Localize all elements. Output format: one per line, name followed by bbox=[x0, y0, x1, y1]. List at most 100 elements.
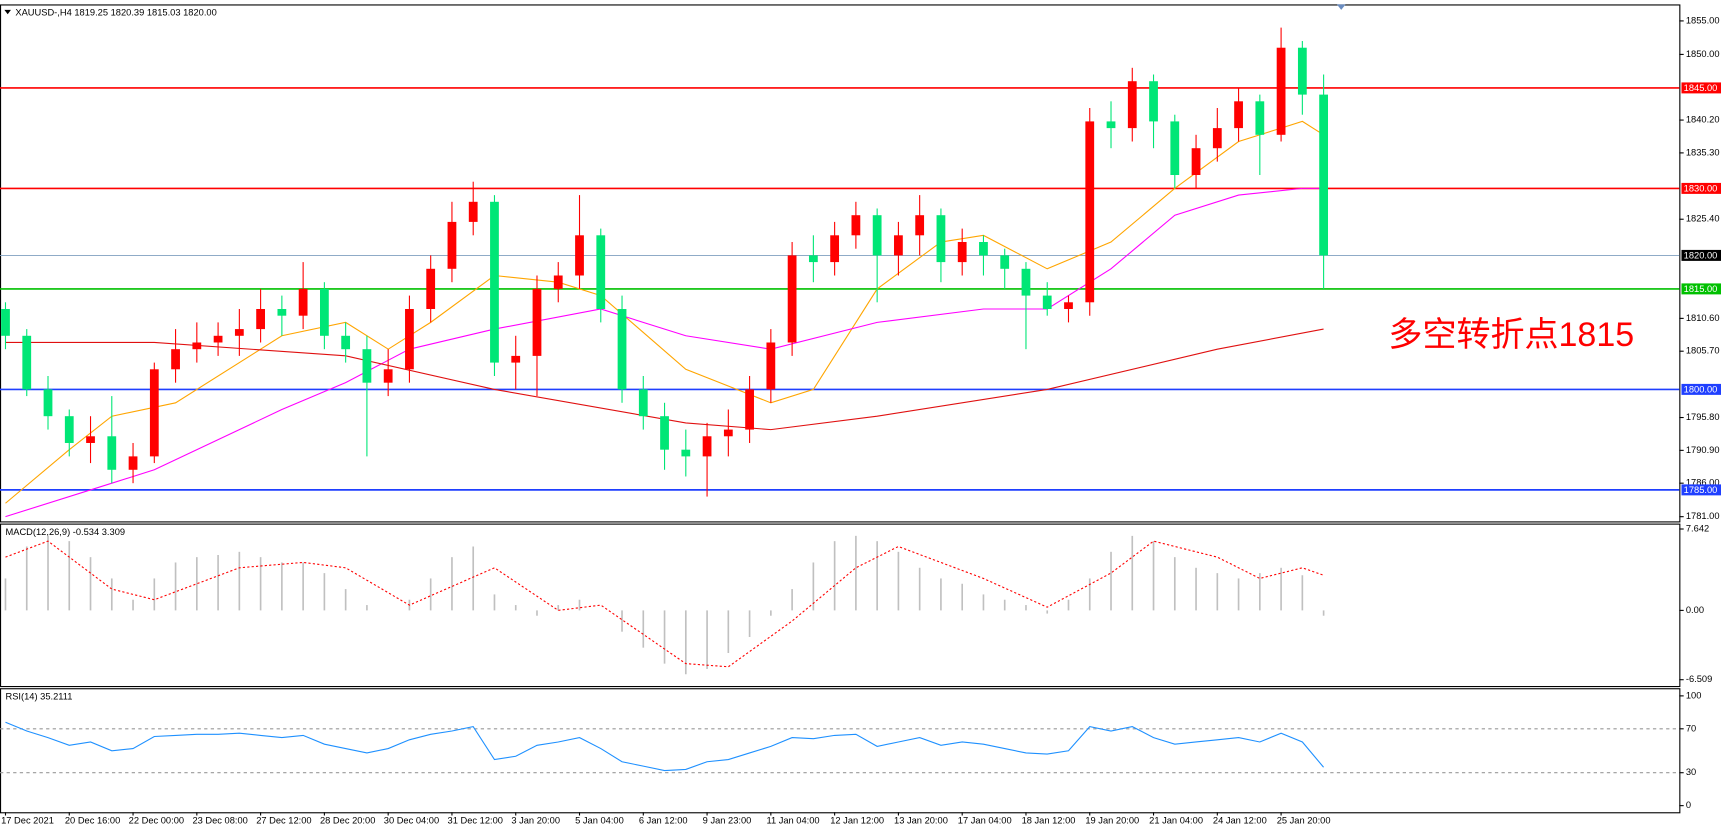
y-tick-label: 7.642 bbox=[1686, 523, 1709, 533]
candle-body bbox=[787, 255, 797, 343]
candle-body bbox=[851, 215, 861, 236]
macd-title: MACD(12,26,9) -0.534 3.309 bbox=[5, 527, 125, 537]
candle-body bbox=[43, 389, 53, 417]
x-tick-label: 5 Jan 04:00 bbox=[575, 815, 624, 825]
x-tick-label: 21 Jan 04:00 bbox=[1149, 815, 1203, 825]
x-tick-label: 30 Dec 04:00 bbox=[384, 815, 439, 825]
candle-body bbox=[234, 329, 244, 336]
x-tick-label: 17 Dec 2021 bbox=[1, 815, 54, 825]
level-label: 1845.00 bbox=[1684, 83, 1718, 93]
rsi-title: RSI(14) 35.2111 bbox=[5, 691, 72, 701]
candle-body bbox=[1297, 47, 1307, 95]
candle-body bbox=[660, 416, 669, 450]
candle-body bbox=[277, 308, 287, 316]
y-tick-label: 1790.90 bbox=[1686, 445, 1720, 455]
candle-body bbox=[553, 275, 563, 289]
candle-body bbox=[319, 288, 329, 336]
candle-body bbox=[1085, 121, 1095, 303]
y-tick-label: 70 bbox=[1686, 723, 1696, 733]
x-tick-label: 13 Jan 20:00 bbox=[894, 815, 948, 825]
candle-body bbox=[171, 349, 180, 370]
y-tick-label: 100 bbox=[1686, 690, 1702, 700]
candle-body bbox=[872, 215, 882, 256]
candle-body bbox=[936, 215, 946, 263]
level-label-box bbox=[1681, 283, 1721, 295]
x-tick-label: 24 Jan 12:00 bbox=[1213, 815, 1267, 825]
candle-body bbox=[617, 308, 627, 390]
candle-body bbox=[681, 449, 691, 457]
annotation: 多空转折点1815 bbox=[1388, 316, 1634, 354]
x-tick-label: 11 Jan 04:00 bbox=[766, 815, 819, 825]
candle-body bbox=[1106, 121, 1116, 129]
rsi-line bbox=[5, 721, 1324, 772]
y-tick-label: 1805.70 bbox=[1686, 346, 1720, 356]
candle-body bbox=[192, 342, 202, 350]
level-label-box bbox=[1681, 383, 1721, 395]
candle-body bbox=[1042, 295, 1052, 309]
candle-body bbox=[1064, 302, 1073, 309]
x-tick-label: 18 Jan 12:00 bbox=[1022, 815, 1076, 825]
chart-title: XAUUSD-,H4 1819.25 1820.39 1815.03 1820.… bbox=[15, 8, 216, 18]
candle-body bbox=[1149, 81, 1158, 122]
y-tick-label: 1835.30 bbox=[1686, 147, 1720, 157]
x-tick-label: 12 Jan 12:00 bbox=[830, 815, 884, 825]
candle-body bbox=[979, 241, 988, 256]
candle-body bbox=[638, 389, 648, 417]
level-label: 1815.00 bbox=[1684, 284, 1718, 294]
candle-body bbox=[1234, 101, 1243, 129]
candle-body bbox=[1276, 47, 1286, 135]
y-tick-label: 1855.00 bbox=[1686, 15, 1720, 25]
x-tick-label: 3 Jan 20:00 bbox=[511, 815, 560, 825]
candle-body bbox=[894, 235, 903, 256]
candle-body bbox=[468, 201, 478, 222]
candle-body bbox=[86, 436, 95, 443]
level-label: 1820.00 bbox=[1684, 250, 1718, 260]
candle-body bbox=[532, 288, 542, 356]
candle-body bbox=[702, 436, 712, 457]
candle-body bbox=[830, 235, 840, 263]
candle-body bbox=[915, 215, 925, 236]
y-tick-label: 1786.00 bbox=[1686, 478, 1720, 488]
level-label: 1785.00 bbox=[1684, 485, 1718, 495]
x-tick-label: 9 Jan 23:00 bbox=[703, 815, 752, 825]
candle-body bbox=[745, 389, 754, 430]
y-tick-label: 1781.00 bbox=[1686, 511, 1720, 521]
x-tick-label: 20 Dec 16:00 bbox=[65, 815, 120, 825]
candle-body bbox=[128, 456, 138, 470]
level-label-box bbox=[1681, 82, 1721, 94]
candle-body bbox=[149, 369, 159, 457]
candle-body bbox=[596, 235, 606, 309]
moving-average bbox=[5, 120, 1324, 504]
candle-body bbox=[808, 255, 818, 263]
candle-body bbox=[766, 342, 776, 390]
candle-body bbox=[341, 335, 351, 350]
x-tick-label: 22 Dec 00:00 bbox=[129, 815, 184, 825]
x-tick-label: 6 Jan 12:00 bbox=[639, 815, 688, 825]
candle-body bbox=[1170, 121, 1180, 176]
y-tick-label: 0.00 bbox=[1686, 605, 1704, 615]
candle-body bbox=[447, 221, 457, 269]
candle-body bbox=[426, 268, 436, 309]
candle-body bbox=[1319, 94, 1329, 256]
level-label-box bbox=[1681, 484, 1721, 496]
candle-body bbox=[362, 349, 372, 383]
candle-body bbox=[298, 288, 308, 316]
candle-body bbox=[213, 335, 223, 343]
shift-marker bbox=[1336, 4, 1346, 10]
y-tick-label: 1795.80 bbox=[1686, 412, 1720, 422]
candle-body bbox=[511, 355, 521, 363]
x-tick-label: 17 Jan 04:00 bbox=[958, 815, 1012, 825]
moving-average bbox=[5, 187, 1324, 518]
candle-body bbox=[1255, 101, 1265, 135]
main-panel bbox=[0, 4, 1681, 523]
y-tick-label: 30 bbox=[1686, 767, 1696, 777]
candle-body bbox=[64, 416, 74, 443]
y-tick-label: 1840.20 bbox=[1686, 115, 1720, 125]
candle-body bbox=[1127, 81, 1137, 129]
y-tick-label: -6.509 bbox=[1686, 674, 1712, 684]
candle-body bbox=[723, 429, 733, 437]
candle-body bbox=[22, 335, 32, 390]
level-label: 1800.00 bbox=[1684, 384, 1718, 394]
